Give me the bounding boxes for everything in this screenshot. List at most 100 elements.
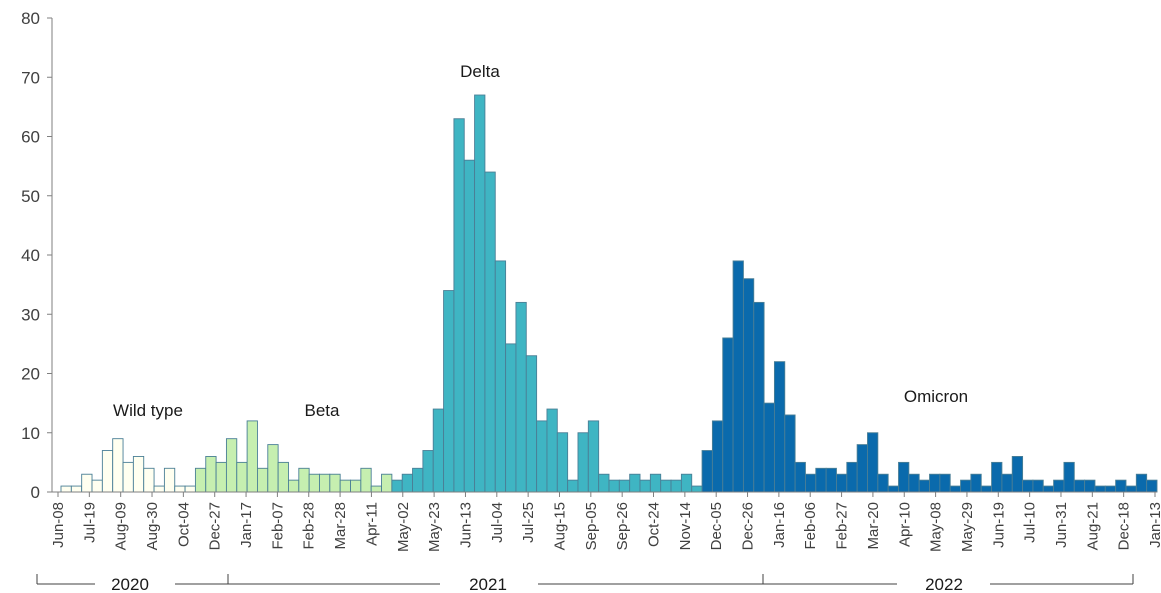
bar-beta: [215, 461, 227, 493]
bar-delta: [422, 450, 434, 493]
bar-delta: [463, 159, 476, 493]
bar-omicron: [763, 402, 775, 493]
bar-delta: [391, 479, 403, 493]
x-tick-label: Jul-19: [81, 502, 98, 543]
x-tick-label: Nov-14: [677, 502, 694, 550]
bar-omicron: [1094, 485, 1106, 493]
bar-delta: [649, 473, 662, 493]
bar-wild-type: [60, 485, 72, 493]
bar-beta: [277, 461, 289, 493]
y-tick-label: 10: [21, 424, 40, 443]
annotations: Wild type Beta Delta Omicron: [113, 62, 968, 420]
bar-omicron: [773, 361, 786, 493]
bar-wild-type: [81, 473, 93, 493]
y-tick-label: 0: [31, 483, 40, 502]
bar-delta: [556, 432, 569, 493]
bar-omicron: [1125, 485, 1137, 493]
y-tick-label: 70: [21, 68, 40, 87]
x-tick-label: Jun-08: [50, 502, 67, 548]
bar-delta: [567, 479, 579, 493]
x-tick-label: Jan-13: [1147, 502, 1161, 548]
x-tick-label: May-08: [928, 502, 945, 552]
y-tick-label: 40: [21, 246, 40, 265]
x-tick-label: Jul-25: [520, 502, 537, 543]
bar-wild-type: [91, 479, 103, 493]
x-tick-label: Feb-28: [301, 502, 318, 550]
bar-wild-type: [153, 485, 165, 493]
annotation-beta: Beta: [305, 401, 341, 420]
bar-beta: [298, 467, 310, 493]
bar-omicron: [1084, 479, 1096, 493]
bar-delta: [515, 301, 527, 493]
bar-beta: [225, 438, 238, 493]
bar-beta: [370, 485, 382, 493]
bar-omicron: [918, 479, 930, 493]
bar-omicron: [1146, 479, 1158, 493]
bar-omicron: [1042, 485, 1055, 493]
bar-omicron: [877, 473, 889, 493]
bar-delta: [536, 420, 548, 493]
y-tick-label: 60: [21, 128, 40, 147]
bar-omicron: [887, 485, 899, 493]
bar-omicron: [701, 450, 713, 493]
bar-beta: [339, 479, 351, 493]
bar-delta: [505, 343, 517, 493]
x-tick-label: Sep-26: [614, 502, 631, 550]
bar-omicron: [929, 473, 941, 493]
x-tick-label: Jan-17: [238, 502, 255, 548]
bar-omicron: [908, 473, 920, 493]
bar-beta: [329, 473, 341, 493]
annotation-delta: Delta: [460, 62, 500, 81]
bar-omicron: [1032, 479, 1044, 493]
bar-wild-type: [143, 467, 155, 493]
bar-wild-type: [70, 485, 83, 493]
bar-delta: [577, 432, 589, 493]
bar-omicron: [970, 473, 982, 493]
bar-wild-type: [132, 456, 145, 493]
bar-omicron: [1104, 485, 1117, 493]
bar-wild-type: [122, 461, 134, 493]
bar-omicron: [815, 467, 827, 493]
x-tick-label: May-23: [426, 502, 443, 552]
bar-wild-type: [112, 438, 124, 493]
x-tick-label: May-29: [959, 502, 976, 552]
bar-wild-type: [184, 485, 196, 493]
bar-omicron: [742, 278, 755, 493]
bar-omicron: [980, 485, 993, 493]
annotation-omicron: Omicron: [904, 387, 968, 406]
x-tick-label: Dec-26: [740, 502, 757, 550]
bar-omicron: [1053, 479, 1065, 493]
year-label: 2022: [925, 575, 963, 593]
x-tick-label: Aug-30: [144, 502, 161, 550]
bar-beta: [205, 456, 217, 493]
bar-beta: [360, 467, 372, 493]
bar-omicron: [1115, 479, 1127, 493]
bar-delta: [587, 420, 600, 493]
x-tick-label: Dec-05: [708, 502, 725, 550]
y-axis: 0 10 20 30 40 50 60 70 80: [21, 9, 53, 502]
x-axis: Jun-08 Jul-19 Aug-09 Aug-30 Oct-04 Dec-27 Jan-…: [50, 491, 1161, 552]
year-label: 2021: [469, 575, 507, 593]
bars: [60, 94, 1158, 493]
year-label: 2020: [111, 575, 149, 593]
x-tick-label: Jul-10: [1022, 502, 1039, 543]
bar-delta: [474, 94, 486, 493]
bar-omicron: [1011, 456, 1024, 493]
bar-omicron: [784, 414, 796, 493]
bar-delta: [608, 479, 620, 493]
bar-omicron: [1135, 473, 1148, 493]
bar-omicron: [1001, 473, 1013, 493]
bar-omicron: [753, 301, 765, 493]
bar-omicron: [732, 260, 744, 493]
bar-omicron: [711, 420, 724, 493]
x-tick-label: Apr-11: [363, 502, 380, 546]
bar-delta: [412, 467, 424, 493]
year-brackets: 2020 2021 2022: [36, 574, 1134, 593]
bar-delta: [443, 290, 455, 493]
bar-omicron: [939, 473, 951, 493]
bar-omicron: [836, 473, 848, 493]
bar-delta: [691, 485, 703, 493]
bar-omicron: [825, 467, 837, 493]
x-tick-label: Mar-20: [865, 502, 882, 550]
